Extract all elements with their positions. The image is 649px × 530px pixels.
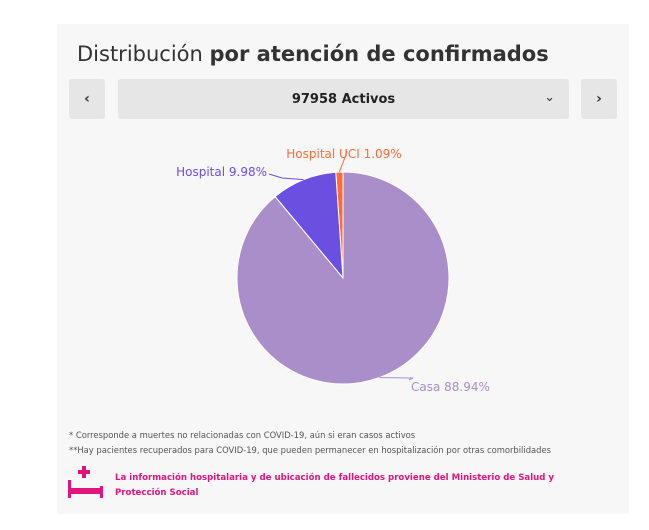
chevron-left-icon: ‹: [84, 91, 90, 107]
next-button[interactable]: ›: [581, 79, 617, 119]
pie-slice-casa[interactable]: [236, 171, 450, 385]
slice-label: Casa 88.94%: [411, 380, 490, 394]
footnote-1: * Corresponde a muertes no relacionadas …: [69, 430, 416, 440]
slice-label: Hospital 9.98%: [176, 165, 267, 179]
leader-line: [268, 173, 304, 181]
slice-label: Hospital UCI 1.09%: [286, 147, 401, 161]
chevron-right-icon: ›: [596, 91, 602, 107]
pie-chart: Hospital UCI 1.09% Hospital 9.98% Casa 88.…: [176, 147, 490, 394]
prev-button[interactable]: ‹: [69, 79, 105, 119]
title-prefix: Distribución: [77, 42, 203, 66]
chevron-down-icon: ⌄: [544, 90, 555, 105]
footnote-2: **Hay pacientes recuperados para COVID-1…: [69, 445, 551, 455]
status-dropdown[interactable]: 97958 Activos ⌄: [118, 79, 569, 119]
dropdown-value: 97958 Activos: [291, 91, 396, 107]
hospital-bed-icon: [68, 466, 103, 498]
source-note: La información hospitalaria y de ubicaci…: [115, 473, 555, 498]
leader-line: [338, 150, 348, 173]
leader-line: [379, 377, 414, 381]
title-bold: por atención de confirmados: [209, 42, 549, 66]
chart-title: Distribución por atención de confirmados: [77, 42, 549, 66]
chart-card: Distribución por atención de confirmados…: [57, 24, 629, 514]
